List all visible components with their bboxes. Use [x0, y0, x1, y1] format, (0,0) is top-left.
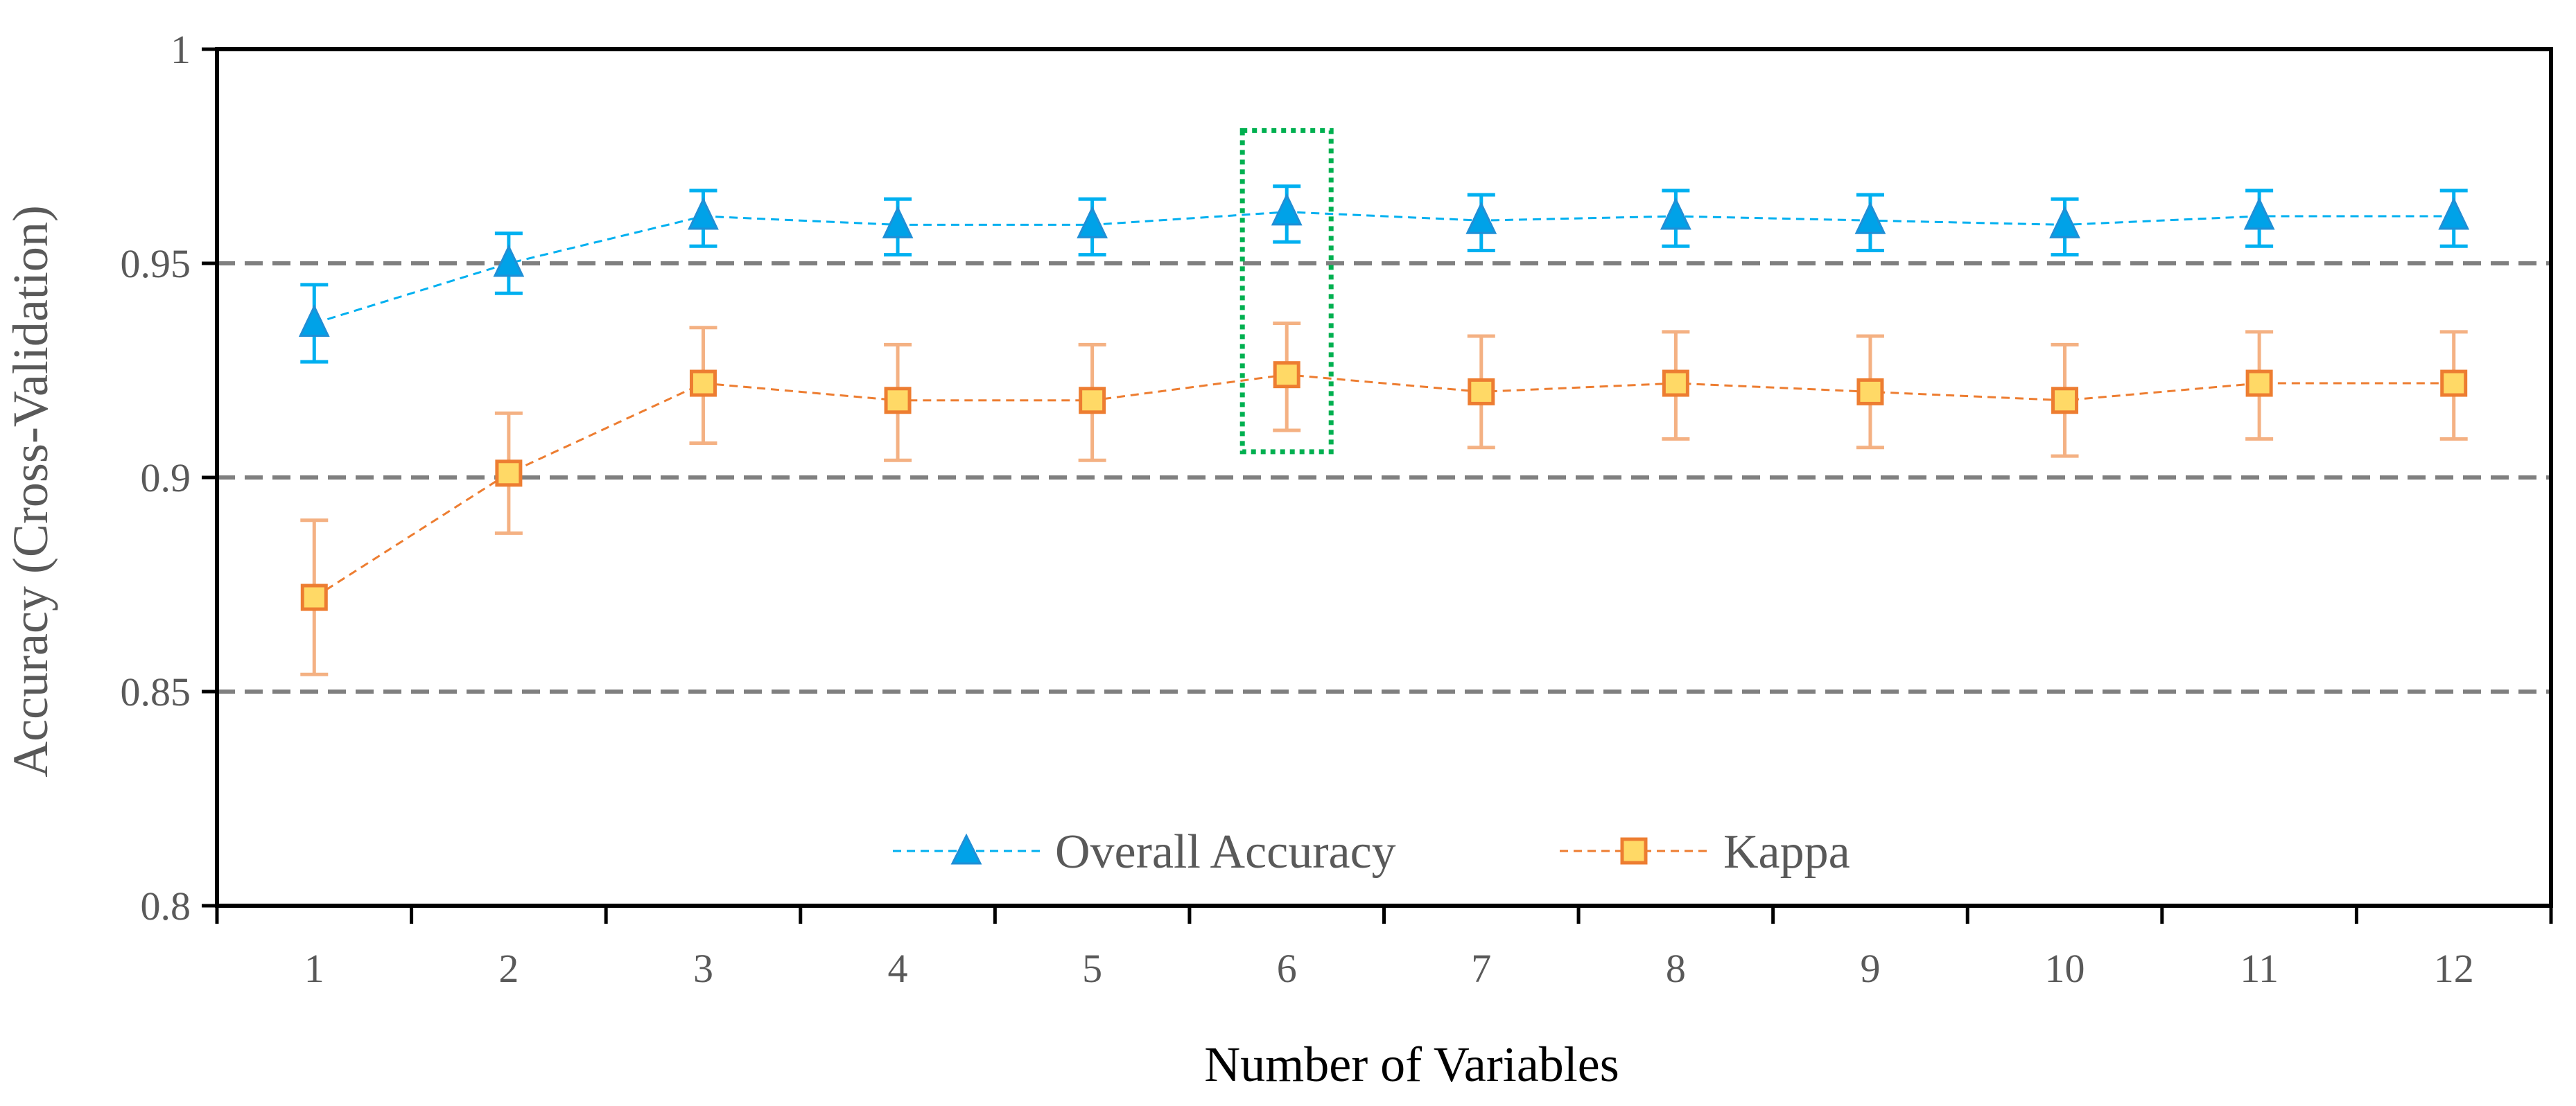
x-axis-title: Number of Variables	[1204, 1037, 1619, 1092]
x-tick-label: 3	[693, 946, 713, 991]
x-tick-label: 7	[1471, 946, 1491, 991]
data-point	[2243, 197, 2275, 230]
x-tick-label: 8	[1666, 946, 1686, 991]
data-point	[300, 583, 328, 611]
series-line	[313, 374, 2454, 599]
x-tick-label: 4	[888, 946, 908, 991]
data-point	[1468, 378, 1495, 405]
data-point	[1854, 201, 1886, 234]
data-point	[2051, 387, 2079, 414]
data-point	[1273, 361, 1300, 389]
data-point	[1077, 205, 1108, 238]
x-tick-label: 11	[2240, 946, 2279, 991]
legend-marker-square	[1620, 837, 1648, 865]
y-tick-label: 0.85	[121, 669, 191, 714]
x-tick-label: 2	[498, 946, 519, 991]
x-tick-label: 12	[2434, 946, 2474, 991]
data-point	[298, 304, 330, 337]
data-point	[495, 459, 523, 487]
legend-label-overall-accuracy: Overall Accuracy	[1055, 825, 1396, 879]
data-point	[1856, 378, 1884, 405]
legend-marker-triangle	[950, 833, 982, 865]
data-point	[1079, 387, 1106, 414]
x-tick-label: 6	[1277, 946, 1297, 991]
series-kappa	[300, 322, 2468, 676]
legend: Overall Accuracy Kappa	[893, 825, 1850, 879]
data-point	[1660, 197, 1691, 230]
data-point	[884, 387, 912, 414]
axes-layer	[202, 47, 2553, 924]
x-tick-label: 10	[2045, 946, 2085, 991]
y-tick-label: 1	[171, 27, 191, 72]
data-point	[688, 197, 719, 230]
y-tick-label: 0.8	[141, 884, 191, 929]
legend-label-kappa: Kappa	[1723, 825, 1850, 879]
data-point	[2245, 369, 2273, 397]
data-point	[1662, 369, 1689, 397]
data-point	[2440, 369, 2468, 397]
data-point	[2049, 205, 2080, 238]
series-line	[313, 211, 2454, 324]
y-axis-title: Accuracy (Cross-Validation)	[3, 205, 58, 778]
data-point	[2438, 197, 2470, 230]
y-tick-label: 0.9	[141, 455, 191, 500]
data-point	[1465, 201, 1497, 234]
x-tick-label: 5	[1082, 946, 1102, 991]
x-tick-label: 9	[1860, 946, 1880, 991]
grid-layer	[217, 261, 2551, 694]
data-point	[1271, 193, 1303, 226]
x-tick-label: 1	[304, 946, 324, 991]
data-point	[882, 205, 914, 238]
data-point	[493, 244, 525, 277]
y-tick-label: 0.95	[121, 241, 191, 286]
series-layer	[298, 184, 2470, 676]
data-point	[689, 369, 717, 397]
series-overall-accuracy	[298, 184, 2470, 364]
